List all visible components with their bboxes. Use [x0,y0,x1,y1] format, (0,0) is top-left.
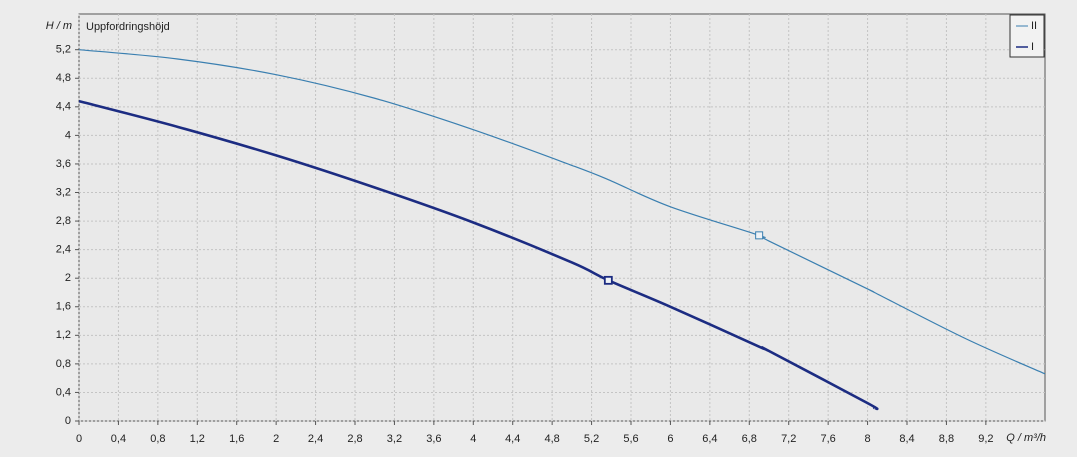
x-tick-label: 7,2 [781,433,796,445]
x-tick-label: 7,6 [820,433,835,445]
x-tick-label: 3,2 [387,433,402,445]
series-line [78,99,879,411]
x-tick-label: 8,8 [939,433,954,445]
x-tick-label: 5,6 [623,433,638,445]
legend: III [1009,14,1045,58]
y-tick-label: 2 [65,272,71,284]
x-tick-label: 4,4 [505,433,520,445]
y-tick-label: 0,4 [56,386,71,398]
x-tick-label: 6,4 [702,433,717,445]
legend-label: II [1031,20,1037,32]
x-tick-label: 1,6 [229,433,244,445]
y-tick-label: 0,8 [56,358,71,370]
x-tick-label: 0,4 [111,433,126,445]
x-tick-label: 4,8 [544,433,559,445]
legend-box [1009,14,1045,58]
y-tick-label: 2,8 [56,215,71,227]
y-tick-label: 4,8 [56,72,71,84]
x-tick-label: 1,2 [190,433,205,445]
x-tick-label: 4 [470,433,476,445]
duty-point [755,231,764,240]
x-tick-label: 8 [865,433,871,445]
x-tick-label: 2,4 [308,433,323,445]
x-tick-label: 0,8 [150,433,165,445]
y-tick-label: 4,4 [56,101,71,113]
grid [78,14,1045,422]
duty-point [603,275,613,285]
x-tick-label: 6,8 [742,433,757,445]
y-tick-label: 5,2 [56,44,71,56]
x-tick-label: 2,8 [347,433,362,445]
y-tick-label: 1,2 [56,329,71,341]
y-tick-label: 2,4 [56,244,71,256]
plot-area [78,13,1046,422]
series-line [78,49,1046,375]
x-tick-label: 9,2 [978,433,993,445]
y-tick-label: 3,6 [56,158,71,170]
x-axis-label: Q / m³/h [1006,432,1046,444]
x-tick-label: 5,2 [584,433,599,445]
y-tick-label: 4 [65,129,71,141]
legend-label: I [1031,41,1034,53]
x-tick-label: 6 [667,433,673,445]
x-tick-label: 0 [76,433,82,445]
x-tick-label: 8,4 [899,433,914,445]
x-tick-label: 3,6 [426,433,441,445]
series-layer [78,49,1046,411]
y-tick-label: 1,6 [56,301,71,313]
y-tick-label: 3,2 [56,186,71,198]
x-tick-label: 2 [273,433,279,445]
chart-title: Uppfordringshöjd [86,21,170,33]
y-tick-label: 0 [65,415,71,427]
y-axis-label: H / m [46,20,72,32]
